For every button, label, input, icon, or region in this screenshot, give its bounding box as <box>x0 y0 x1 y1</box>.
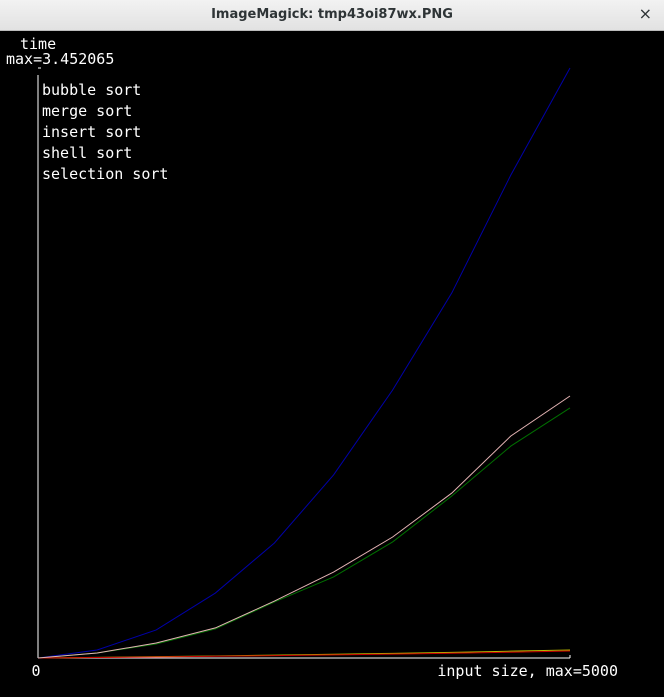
chart: time max=3.452065 0 input size, max=5000 bu… <box>6 35 618 680</box>
legend-entry: selection sort <box>42 165 168 183</box>
close-button[interactable]: × <box>638 4 652 23</box>
legend-entry: bubble sort <box>42 81 141 99</box>
title-bar: ImageMagick: tmp43oi87wx.PNG × <box>0 0 664 31</box>
legend-entry: insert sort <box>42 123 141 141</box>
series-line <box>37 395 571 659</box>
legend-entry: merge sort <box>42 102 132 120</box>
y-tick-label: max=3.452065 <box>6 50 114 68</box>
legend-entry: shell sort <box>42 144 132 162</box>
series-line <box>37 407 571 659</box>
y-axis-label: time <box>20 35 56 53</box>
series-line <box>37 650 571 659</box>
x-tick-label: 0 <box>31 662 40 680</box>
window-title: ImageMagick: tmp43oi87wx.PNG <box>211 7 453 22</box>
x-tick-label: input size, max=5000 <box>437 662 618 680</box>
series-line <box>37 649 571 659</box>
series-line <box>37 67 571 659</box>
